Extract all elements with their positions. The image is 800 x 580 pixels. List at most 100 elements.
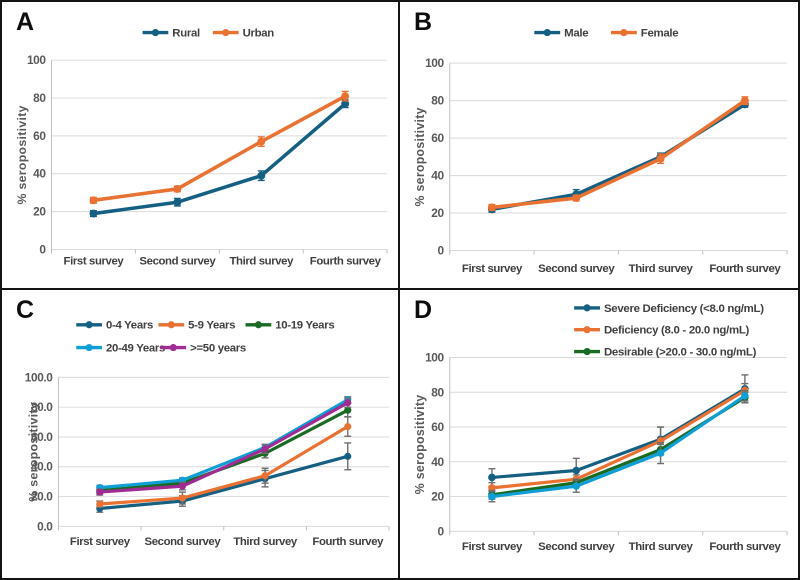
series-line: [490, 394, 747, 499]
data-point-marker: [341, 92, 350, 101]
data-point-marker: [89, 196, 98, 205]
panel-d: D 0 20 40 60 80 100 First survey Second survey T…: [400, 290, 798, 578]
series-line: [490, 387, 747, 480]
y-tick-label: 80: [431, 385, 444, 399]
category-label: Fourth survey: [709, 541, 781, 553]
series-line: [91, 101, 347, 216]
series-female: [487, 96, 749, 212]
legend-marker: [85, 344, 93, 352]
series-20-49-years: [96, 396, 352, 492]
category-label: First survey: [70, 536, 131, 548]
legend-item: Rural: [142, 28, 200, 40]
y-tick-label: 0: [438, 244, 445, 258]
legend-item: >=50 years: [160, 343, 246, 355]
category-label: Fourth survey: [310, 255, 382, 267]
legend-marker: [222, 29, 230, 37]
category-label: Second survey: [538, 541, 615, 553]
legend-marker: [85, 321, 93, 329]
legend-label: 5-9 Years: [188, 320, 235, 332]
data-point-marker: [261, 445, 269, 453]
legend-marker: [583, 304, 591, 312]
legend-item: 20-49 Years: [76, 343, 165, 355]
data-point-marker: [96, 500, 104, 508]
category-label: First survey: [64, 255, 125, 267]
category-label: Third survey: [629, 263, 694, 275]
y-axis-title: % seropositivity: [413, 107, 427, 206]
series-deficiency-8-0-20-0-ng-ml-: [488, 382, 749, 494]
y-tick-label: 40: [431, 169, 444, 183]
panel-letter-a: A: [16, 8, 34, 36]
legend-item: Urban: [212, 28, 275, 40]
legend-label: Desirable (>20.0 - 30.0 ng/mL): [604, 347, 757, 359]
data-point-marker: [344, 452, 352, 460]
legend-label: Urban: [243, 28, 275, 40]
category-label: Third survey: [233, 536, 298, 548]
data-point-marker: [572, 194, 581, 203]
data-point-marker: [173, 185, 182, 193]
y-tick-label: 80: [33, 91, 46, 105]
category-label: Third survey: [629, 541, 694, 553]
panel-letter-b: B: [414, 8, 432, 36]
legend-marker: [620, 29, 628, 37]
line-chart-b: 0 20 40 60 80 100 First survey Second survey Thi…: [413, 28, 788, 275]
panel-b: B 0 20 40 60 80 100 First survey Second survey T…: [400, 2, 798, 290]
legend-item: Female: [610, 28, 679, 40]
category-label: Second survey: [538, 263, 615, 275]
legend-marker: [543, 29, 551, 37]
legend-item: Deficiency (8.0 - 20.0 ng/mL): [574, 325, 750, 337]
legend-item: Male: [534, 28, 589, 40]
data-point-marker: [257, 137, 266, 146]
y-tick-label: 80.0: [31, 400, 53, 414]
data-point-marker: [89, 209, 98, 218]
y-tick-label: 100: [425, 351, 444, 365]
panel-a: A 0 20 40 60 80 100 First survey Second survey T…: [2, 2, 400, 290]
panel-letter-d: D: [414, 296, 432, 324]
y-axis-title: % seropositivity: [27, 402, 41, 502]
data-point-marker: [488, 473, 496, 482]
data-point-marker: [178, 482, 186, 490]
y-tick-label: 20: [431, 490, 444, 504]
chart-d-vitamin-d-status: 0 20 40 60 80 100 First survey Second survey Thi…: [400, 290, 798, 578]
y-tick-label: 0: [39, 243, 46, 257]
y-tick-label: 80: [431, 94, 444, 108]
series-line: [98, 401, 350, 494]
line-chart-a: 0 20 40 60 80 100 First survey Second survey Thi…: [15, 28, 388, 267]
legend-label: 0-4 Years: [106, 320, 153, 332]
category-label: First survey: [462, 541, 523, 553]
data-point-marker: [488, 484, 496, 492]
panel-c: C 0.0 20.0 40.0 60.0 80.0 100.0 First survey Se…: [2, 290, 400, 578]
legend-marker: [167, 321, 175, 329]
category-label: Second survey: [145, 536, 222, 548]
legend-marker: [583, 326, 591, 334]
series-0-4-years: [96, 442, 352, 513]
y-tick-label: 60: [33, 129, 46, 143]
y-axis-title: % seropositivity: [413, 395, 427, 495]
legend-item: 10-19 Years: [245, 320, 335, 332]
data-point-marker: [341, 99, 350, 108]
legend-item: 5-9 Years: [158, 320, 235, 332]
data-point-marker: [488, 492, 496, 501]
data-point-marker: [344, 399, 352, 407]
legend-item: Severe Deficiency (<8.0 ng/mL): [574, 303, 765, 315]
data-point-marker: [257, 171, 266, 180]
series-male: [487, 100, 749, 214]
legend-marker: [254, 321, 262, 329]
series-line: [98, 424, 350, 506]
series-line: [490, 102, 747, 212]
legend-label: Severe Deficiency (<8.0 ng/mL): [604, 303, 764, 315]
y-tick-label: 60.0: [31, 430, 53, 444]
legend-marker: [169, 344, 177, 352]
legend-label: 20-49 Years: [106, 343, 165, 355]
series-line: [490, 388, 747, 490]
y-tick-label: 100.0: [25, 370, 53, 384]
series-line: [98, 398, 350, 490]
y-tick-label: 20.0: [31, 490, 53, 504]
category-label: Fourth survey: [312, 536, 384, 548]
legend-label: Rural: [172, 28, 200, 40]
data-point-marker: [572, 466, 581, 475]
series-rural: [89, 99, 350, 218]
y-axis-title: % seropositivity: [15, 105, 29, 204]
y-tick-label: 40: [33, 167, 46, 181]
series--50-years: [96, 397, 352, 496]
